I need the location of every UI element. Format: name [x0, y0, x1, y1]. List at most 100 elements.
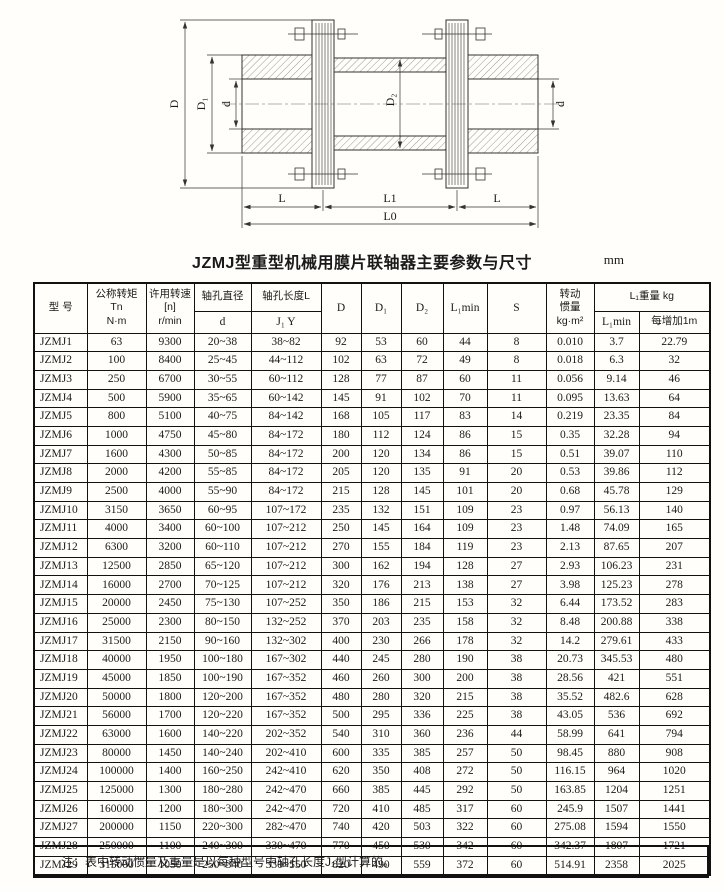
table-cell: 72: [400, 351, 444, 371]
table-cell: 559: [400, 855, 444, 876]
table-cell: 203: [360, 612, 402, 633]
table-cell: 257: [442, 743, 488, 764]
table-cell: JZMJ14: [33, 575, 88, 596]
left-bolt-bottom: [288, 167, 358, 181]
table-cell: 23: [486, 500, 547, 521]
table-cell: 0.056: [545, 369, 595, 390]
table-cell: 628: [638, 687, 711, 708]
table-cell: 91: [360, 388, 402, 409]
dim-label-D2: D₂: [383, 94, 397, 107]
table-row: JZMJ18 40000 1950 100~180 167~302 440 245 280 19…: [33, 650, 711, 670]
table-cell: 160000: [86, 799, 147, 820]
table-cell: 536: [593, 706, 640, 726]
table-cell: 60: [486, 799, 547, 820]
table-cell: 292: [442, 781, 488, 801]
table-row: JZMJ25 125000 1300 180~280 242~470 660 385 445 2…: [33, 781, 711, 801]
table-note-box: 注：表中转动惯量及重量是以每种型号中轴孔长度J₁型计算的。: [33, 845, 709, 878]
table-cell: 112: [360, 425, 402, 446]
table-cell: 13.63: [593, 388, 640, 409]
table-cell: 32: [486, 612, 547, 633]
table-cell: 360: [400, 724, 444, 745]
table-cell: 385: [400, 743, 444, 764]
header-weight-group: L₁重量 kg: [593, 282, 711, 312]
table-cell: 250: [320, 519, 362, 540]
table-cell: 1800: [145, 687, 195, 708]
table-cell: 63: [86, 332, 147, 353]
table-cell: 107~172: [250, 500, 322, 521]
table-cell: 20: [486, 482, 547, 502]
header-bore-length-sub: J₁ Y: [250, 310, 322, 334]
table-cell: 2358: [593, 855, 640, 876]
table-row: JZMJ24 100000 1400 160~250 242~410 620 350 408 2…: [33, 762, 711, 782]
table-cell: 140~240: [193, 743, 252, 764]
table-cell: 86: [442, 444, 488, 465]
table-row: JZMJ8 2000 4200 55~85 84~172 205 120 135 91 20 0.5…: [33, 463, 711, 483]
table-cell: 145: [360, 519, 402, 540]
table-cell: JZMJ21: [33, 706, 88, 726]
table-cell: 58.99: [545, 724, 595, 745]
table-cell: 320: [400, 687, 444, 708]
table-cell: 202~352: [250, 724, 322, 745]
table-cell: 245: [360, 650, 402, 670]
table-cell: 1700: [145, 706, 195, 726]
table-cell: 25~45: [193, 351, 252, 371]
table-cell: JZMJ7: [33, 444, 88, 465]
table-row: JZMJ6 1000 4750 45~80 84~172 180 112 124 86 15 0.3…: [33, 425, 711, 446]
table-row: JZMJ19 45000 1850 100~190 167~352 460 260 300 20…: [33, 668, 711, 689]
table-cell: 433: [638, 631, 711, 652]
table-cell: 35~65: [193, 388, 252, 409]
table-cell: JZMJ25: [33, 781, 88, 801]
table-cell: 80~150: [193, 612, 252, 633]
table-cell: JZMJ27: [33, 818, 88, 839]
table-cell: 4750: [145, 425, 195, 446]
table-cell: JZMJ6: [33, 425, 88, 446]
table-cell: 202~410: [250, 743, 322, 764]
table-cell: 91: [442, 463, 488, 483]
table-cell: 250~340: [193, 855, 252, 876]
table-cell: JZMJ8: [33, 463, 88, 483]
table-cell: 16000: [86, 575, 147, 596]
table-cell: 63000: [86, 724, 147, 745]
table-cell: 4000: [86, 519, 147, 540]
table-cell: 27: [486, 575, 547, 596]
table-cell: 109: [442, 500, 488, 521]
table-cell: 120~220: [193, 706, 252, 726]
table-cell: 106.23: [593, 556, 640, 577]
dimension-labels: D D₁ d D₂ d L L1 L L0: [167, 94, 567, 223]
table-cell: 295: [360, 706, 402, 726]
header-L1min: L₁min: [442, 282, 488, 334]
table-cell: 60~110: [193, 538, 252, 558]
table-cell: 2850: [145, 556, 195, 577]
table-cell: 60: [400, 332, 444, 353]
table-cell: 14: [486, 407, 547, 427]
table-cell: 6300: [86, 538, 147, 558]
table-cell: 84: [638, 407, 711, 427]
table-cell: 1594: [593, 818, 640, 839]
table-cell: 2000: [86, 463, 147, 483]
table-cell: 480: [320, 687, 362, 708]
table-cell: 164: [400, 519, 444, 540]
table-row: JZMJ15 20000 2450 75~130 107~252 350 186 215 153…: [33, 594, 711, 614]
table-cell: 551: [638, 668, 711, 689]
table-row: JZMJ27 200000 1150 220~300 282~470 740 420 503 3…: [33, 818, 711, 839]
left-diaphragm-pack: [311, 19, 335, 189]
table-row: JZMJ1 63 9300 20~38 38~82 92 53 60 44 8 0.010 3.7 22…: [33, 332, 711, 353]
table-cell: 46: [638, 369, 711, 390]
table-cell: 80000: [86, 743, 147, 764]
table-cell: 128: [360, 482, 402, 502]
table-note: 注：表中转动惯量及重量是以每种型号中轴孔长度J₁型计算的。: [61, 855, 396, 869]
dim-label-L0: L0: [383, 209, 396, 223]
table-cell: 14.2: [545, 631, 595, 652]
table-cell: 2.93: [545, 556, 595, 577]
table-cell: 120~200: [193, 687, 252, 708]
table-cell: 1600: [86, 444, 147, 465]
table-cell: 272: [442, 762, 488, 782]
table-cell: 338: [638, 612, 711, 633]
table-cell: 44: [442, 332, 488, 353]
table-cell: 109: [442, 519, 488, 540]
table-cell: 50: [486, 743, 547, 764]
table-cell: JZMJ3: [33, 369, 88, 390]
table-cell: 55~85: [193, 463, 252, 483]
table-cell: 4000: [145, 482, 195, 502]
